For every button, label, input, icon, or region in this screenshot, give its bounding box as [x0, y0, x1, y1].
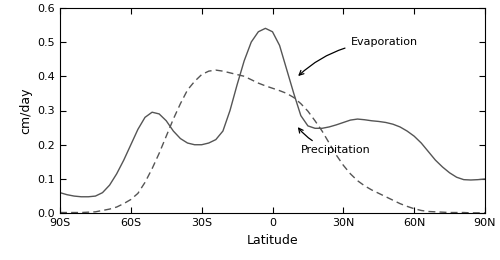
- Y-axis label: cm/day: cm/day: [19, 87, 32, 134]
- Text: Precipitation: Precipitation: [298, 128, 370, 155]
- Text: Evaporation: Evaporation: [299, 37, 418, 75]
- X-axis label: Latitude: Latitude: [246, 234, 298, 247]
